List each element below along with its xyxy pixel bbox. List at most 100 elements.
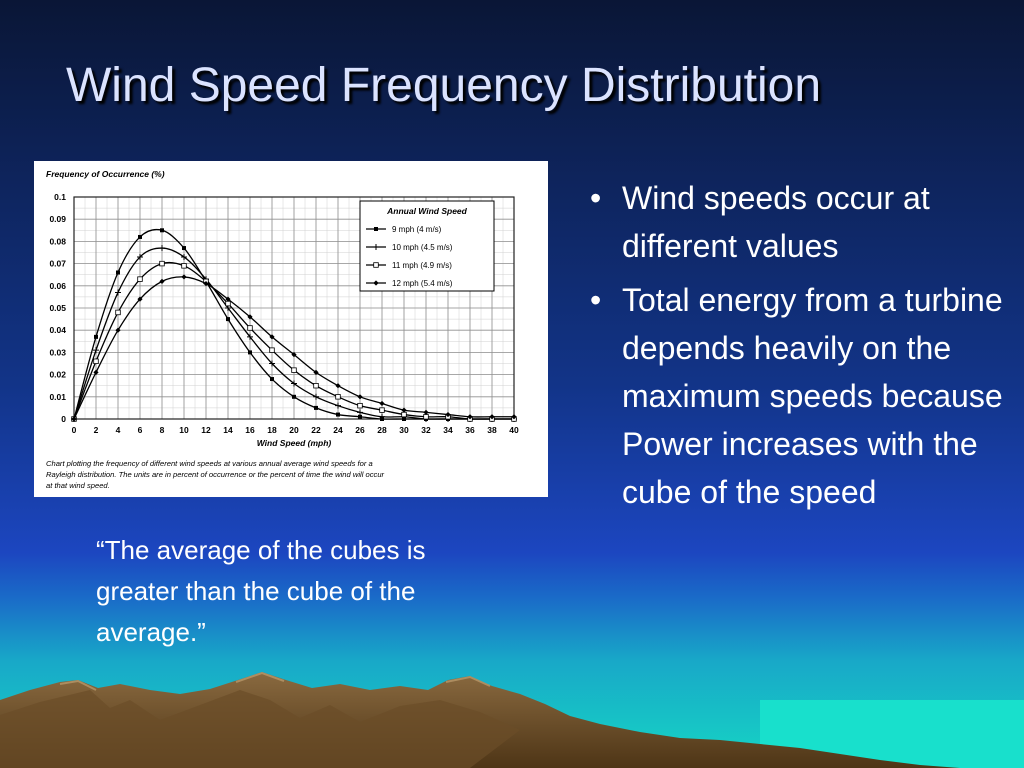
chart-caption: Chart plotting the frequency of differen… <box>46 459 385 490</box>
data-point <box>115 309 121 316</box>
x-tick-label: 22 <box>311 425 321 435</box>
data-point <box>160 228 164 233</box>
data-point <box>247 314 253 320</box>
x-tick-label: 8 <box>160 425 165 435</box>
data-point <box>357 394 363 400</box>
legend-label: 10 mph (4.5 m/s) <box>392 243 453 252</box>
data-point <box>159 278 165 284</box>
y-tick-label: 0 <box>61 414 66 424</box>
data-point <box>270 377 274 382</box>
quote-text: “The average of the cubes is greater tha… <box>96 535 426 647</box>
x-tick-label: 0 <box>72 425 77 435</box>
data-point <box>313 369 319 375</box>
x-tick-label: 34 <box>443 425 453 435</box>
bullet-item: • Wind speeds occur at different values <box>588 174 1008 270</box>
data-point <box>445 411 451 418</box>
x-tick-label: 6 <box>138 425 143 435</box>
bullet-text: Total energy from a turbine depends heav… <box>622 282 1003 510</box>
y-tick-label: 0.05 <box>49 303 66 313</box>
bullet-marker: • <box>590 180 602 216</box>
data-point <box>247 333 253 340</box>
data-point <box>511 414 517 420</box>
x-tick-label: 16 <box>245 425 255 435</box>
wind-frequency-chart: 0 2 4 6 8 10 12 14 16 18 20 22 24 26 28 30 32 34 36 38 4000.… <box>46 169 519 490</box>
data-point <box>71 416 77 422</box>
data-point <box>401 411 407 418</box>
data-point <box>291 367 297 373</box>
slide-title: Wind Speed Frequency Distribution <box>66 59 822 112</box>
legend-label: 9 mph (4 m/s) <box>392 225 442 234</box>
data-point <box>226 317 230 322</box>
y-tick-label: 0.1 <box>54 192 66 202</box>
data-point <box>335 394 341 400</box>
x-tick-label: 38 <box>487 425 497 435</box>
x-tick-label: 40 <box>509 425 519 435</box>
data-point <box>335 383 341 389</box>
data-point <box>467 414 473 420</box>
data-point <box>379 413 385 420</box>
chart-figure: 0 2 4 6 8 10 12 14 16 18 20 22 24 26 28 30 32 34 36 38 40 0 0.… <box>34 161 548 497</box>
data-point <box>115 289 121 296</box>
data-point <box>93 347 99 354</box>
data-point <box>401 407 407 413</box>
data-point <box>93 358 99 364</box>
chart-caption-line: at that wind speed. <box>46 481 110 490</box>
y-tick-label: 0.01 <box>49 392 66 402</box>
data-point <box>423 414 429 420</box>
y-tick-label: 0.07 <box>49 259 66 269</box>
data-point <box>137 296 143 302</box>
data-point <box>137 253 143 260</box>
x-tick-label: 20 <box>289 425 299 435</box>
y-tick-label: 0.02 <box>49 370 66 380</box>
x-tick-label: 10 <box>179 425 189 435</box>
data-point <box>357 409 363 416</box>
data-point <box>138 234 142 239</box>
y-tick-label: 0.06 <box>49 281 66 291</box>
data-point <box>313 382 319 389</box>
bullet-list: • Wind speeds occur at different values •… <box>588 174 1008 522</box>
legend-marker <box>373 262 379 268</box>
x-tick-label: 26 <box>355 425 365 435</box>
x-axis-title: Wind Speed (mph) <box>257 438 332 448</box>
data-point <box>181 263 187 269</box>
data-point <box>269 360 275 367</box>
data-point <box>181 274 187 280</box>
bullet-marker: • <box>590 282 602 318</box>
x-tick-label: 30 <box>399 425 409 435</box>
legend-label: 11 mph (4.9 m/s) <box>392 261 452 270</box>
data-point <box>94 334 98 339</box>
data-point <box>313 393 319 400</box>
data-point <box>159 260 165 267</box>
y-tick-label: 0.04 <box>49 325 66 335</box>
legend-marker <box>373 280 379 286</box>
y-axis-title: Frequency of Occurrence (%) <box>46 169 165 179</box>
data-point <box>358 414 362 419</box>
data-point <box>269 347 275 353</box>
data-point <box>379 407 385 413</box>
data-point <box>225 296 231 302</box>
data-point <box>115 327 121 333</box>
legend-marker <box>373 244 379 250</box>
data-point <box>291 380 297 387</box>
data-point <box>379 400 385 407</box>
bullet-text: Wind speeds occur at different values <box>622 180 930 264</box>
x-tick-label: 4 <box>116 425 121 435</box>
data-point <box>93 369 99 375</box>
x-tick-label: 36 <box>465 425 475 435</box>
data-point <box>181 253 187 260</box>
chart-caption-line: Chart plotting the frequency of differen… <box>46 459 373 468</box>
data-point <box>116 270 120 275</box>
data-point <box>292 394 296 399</box>
legend-label: 12 mph (5.4 m/s) <box>392 279 453 288</box>
data-point <box>335 402 341 409</box>
legend-marker <box>374 227 378 231</box>
data-point <box>248 350 252 355</box>
x-tick-label: 18 <box>267 425 277 435</box>
data-point <box>182 246 186 251</box>
data-point <box>357 402 363 409</box>
x-tick-label: 28 <box>377 425 387 435</box>
y-tick-label: 0.09 <box>49 214 66 224</box>
data-point <box>489 414 495 420</box>
data-point <box>336 412 340 417</box>
data-point <box>269 334 275 340</box>
